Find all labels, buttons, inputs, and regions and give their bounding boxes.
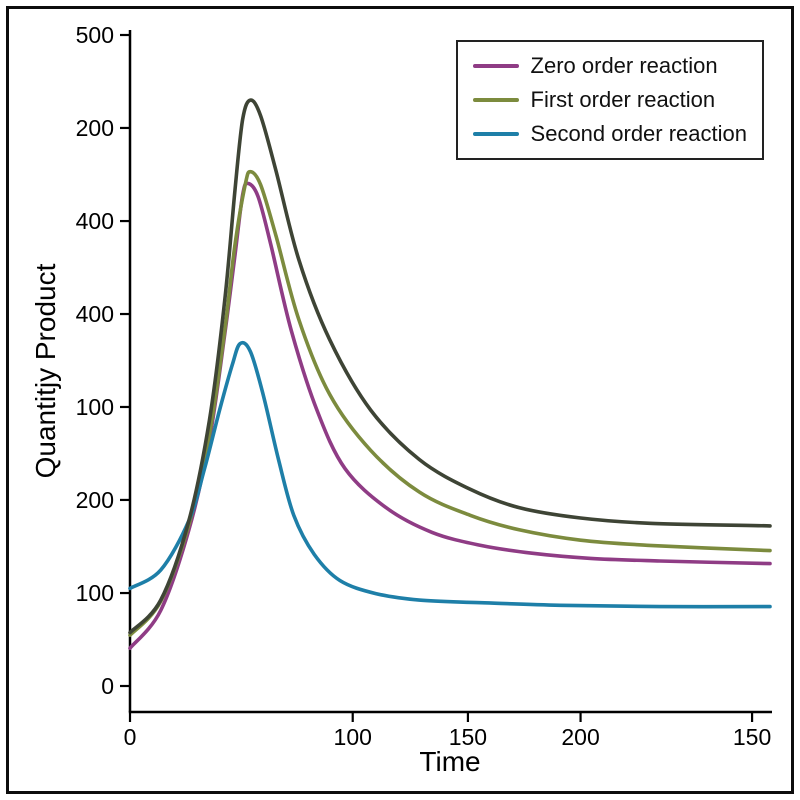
legend-item: Zero order reaction [472,53,747,79]
x-tick-label: 200 [561,724,599,750]
x-tick-label: 150 [449,724,487,750]
y-tick-label: 200 [76,487,114,513]
legend-line-zero-order [472,64,519,68]
y-tick-label: 500 [76,22,114,48]
legend-item: Second order reaction [472,121,747,147]
x-tick-label: 100 [334,724,372,750]
x-axis-title: Time [419,746,481,777]
series-second-order-reaction [128,340,772,609]
legend-item: First order reaction [472,87,747,113]
y-tick-label: 100 [76,580,114,606]
legend: Zero order reaction First order reaction… [455,40,764,160]
y-tick-label: 200 [76,115,114,141]
x-tick-label: 0 [124,724,137,750]
series-unlabeled [128,98,772,635]
y-axis-title: Quantitjy Product [30,263,61,479]
x-tick-label: 150 [733,724,771,750]
legend-item-label: First order reaction [530,87,716,112]
y-tick-label: 400 [76,208,114,234]
series-first-order-reaction [128,169,772,637]
y-tick-label: 100 [76,394,114,420]
legend-item-label: Second order reaction [530,121,747,146]
y-tick-label: 0 [101,673,114,699]
series-zero-order-reaction [128,181,772,650]
y-tick-label: 400 [76,301,114,327]
legend-line-second-order [472,132,519,136]
legend-item-label: Zero order reaction [530,53,718,78]
legend-line-first-order [472,98,519,102]
